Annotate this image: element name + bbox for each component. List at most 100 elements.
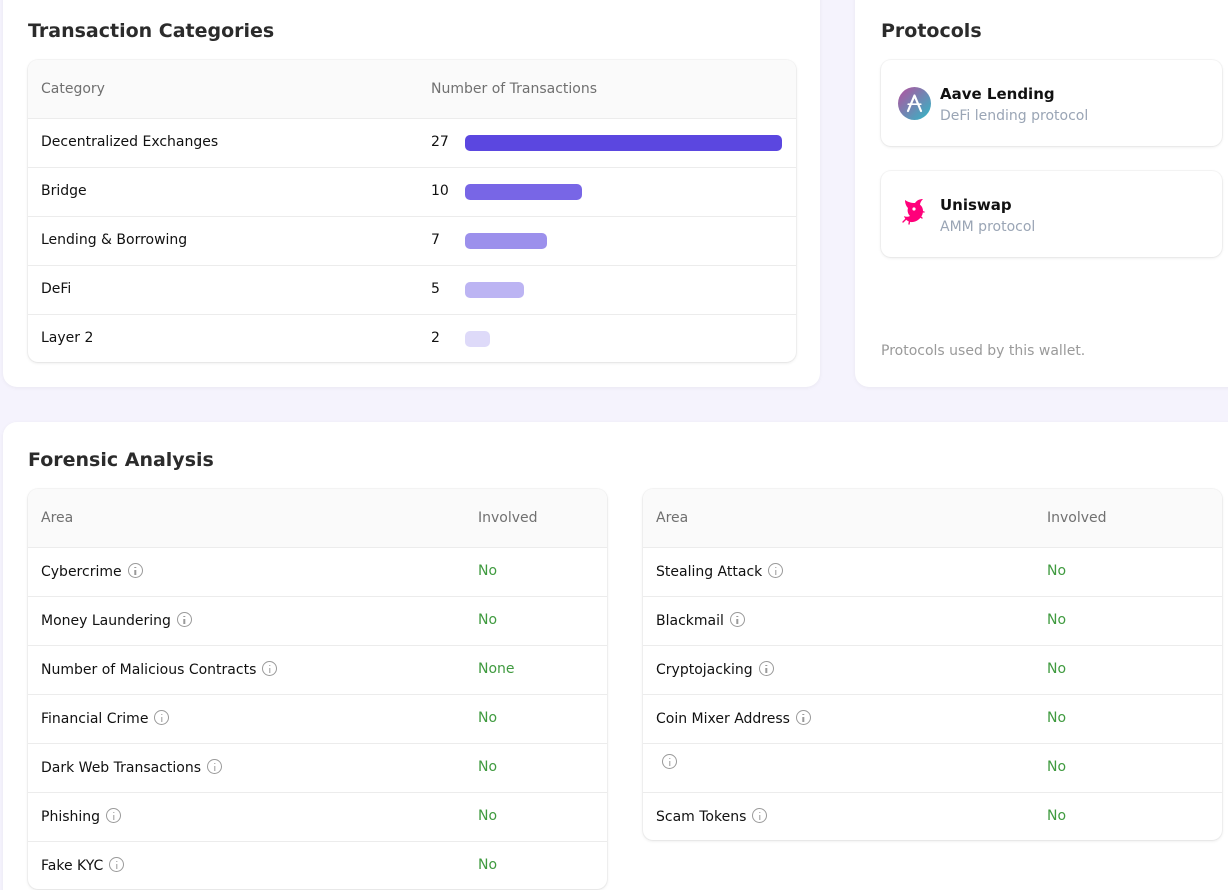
category-count: 7 — [431, 232, 440, 248]
involved-status: No — [478, 857, 498, 873]
forensic-area-label: Coin Mixer Address — [656, 711, 790, 727]
category-count: 10 — [431, 183, 449, 199]
category-row: Lending & Borrowing 7 — [28, 217, 796, 266]
info-icon[interactable] — [262, 661, 278, 676]
forensic-area-cell: Scam Tokens — [656, 808, 768, 825]
involved-status: No — [1047, 612, 1067, 628]
forensic-left-header: Area Involved — [28, 489, 607, 548]
forensic-area-label: Money Laundering — [41, 613, 171, 629]
forensic-row: Fake KYC No — [28, 842, 607, 889]
forensic-row: Dark Web Transactions No — [28, 744, 607, 793]
categories-table: Category Number of Transactions Decentra… — [28, 60, 796, 362]
forensic-area-cell: Coin Mixer Address — [656, 710, 811, 727]
forensic-right-body: Stealing Attack No Blackmail No Cryptojackin… — [643, 548, 1222, 840]
involved-status: No — [478, 612, 498, 628]
category-bar — [465, 135, 782, 151]
forensic-row: Cybercrime No — [28, 548, 607, 597]
forensic-row: Blackmail No — [643, 597, 1222, 646]
category-bar — [465, 233, 547, 249]
category-label: Bridge — [41, 183, 87, 199]
info-icon[interactable] — [176, 612, 192, 627]
involved-status: No — [1047, 563, 1067, 579]
forensic-area-label: Dark Web Transactions — [41, 760, 202, 776]
forensic-area-cell: Blackmail — [656, 612, 745, 629]
info-icon[interactable] — [752, 808, 768, 823]
category-row: Layer 2 2 — [28, 315, 796, 362]
info-icon[interactable] — [109, 857, 125, 872]
protocol-card-aave[interactable]: Aave Lending DeFi lending protocol — [881, 60, 1222, 146]
category-bar — [465, 282, 524, 298]
protocols-footnote: Protocols used by this wallet. — [881, 343, 1086, 359]
category-label: Decentralized Exchanges — [41, 134, 219, 150]
protocol-name: Uniswap — [940, 196, 1012, 214]
protocol-description: AMM protocol — [940, 219, 1036, 235]
info-icon[interactable] — [127, 563, 143, 578]
involved-status: No — [478, 808, 498, 824]
category-bar — [465, 331, 490, 347]
column-header-area: Area — [41, 510, 74, 526]
forensic-area-cell: Stealing Attack — [656, 563, 784, 580]
info-icon[interactable] — [768, 563, 784, 578]
forensic-right-header: Area Involved — [643, 489, 1222, 548]
forensic-area-cell — [656, 754, 677, 771]
involved-status: None — [478, 661, 515, 677]
info-icon[interactable] — [207, 759, 223, 774]
categories-table-header: Category Number of Transactions — [28, 60, 796, 119]
info-icon[interactable] — [729, 612, 745, 627]
involved-status: No — [1047, 710, 1067, 726]
involved-status: No — [478, 710, 498, 726]
forensic-row: Money Laundering No — [28, 597, 607, 646]
forensic-area-label: Financial Crime — [41, 711, 149, 727]
forensic-area-label: Cybercrime — [41, 564, 122, 580]
forensic-area-cell: Fake KYC — [41, 857, 125, 874]
forensic-analysis-title: Forensic Analysis — [28, 449, 214, 471]
info-icon[interactable] — [758, 661, 774, 676]
category-row: DeFi 5 — [28, 266, 796, 315]
forensic-area-label: Cryptojacking — [656, 662, 753, 678]
info-icon[interactable] — [106, 808, 122, 823]
category-label: Layer 2 — [41, 330, 94, 346]
protocol-description: DeFi lending protocol — [940, 108, 1089, 124]
column-header-category: Category — [41, 81, 105, 97]
column-header-involved: Involved — [478, 510, 538, 526]
forensic-row: Stealing Attack No — [643, 548, 1222, 597]
protocols-title: Protocols — [881, 20, 982, 42]
forensic-area-cell: Money Laundering — [41, 612, 192, 629]
category-count: 27 — [431, 134, 449, 150]
uniswap-unicorn-icon — [899, 196, 929, 226]
forensic-area-cell: Financial Crime — [41, 710, 170, 727]
info-icon[interactable] — [154, 710, 170, 725]
forensic-area-cell: Phishing — [41, 808, 122, 825]
forensic-row: Phishing No — [28, 793, 607, 842]
forensic-row: Financial Crime No — [28, 695, 607, 744]
forensic-area-label: Phishing — [41, 809, 101, 825]
forensic-area-label: Fake KYC — [41, 858, 104, 874]
forensic-area-cell: Cybercrime — [41, 563, 143, 580]
info-icon[interactable] — [662, 754, 677, 769]
categories-table-body: Decentralized Exchanges 27 Bridge 10 Lending… — [28, 119, 796, 362]
forensic-area-label: Blackmail — [656, 613, 724, 629]
involved-status: No — [478, 759, 498, 775]
forensic-row: Scam Tokens No — [643, 793, 1222, 840]
involved-status: No — [1047, 808, 1067, 824]
category-label: DeFi — [41, 281, 72, 297]
transaction-categories-card: Transaction Categories Category Number o… — [3, 0, 820, 387]
category-row: Decentralized Exchanges 27 — [28, 119, 796, 168]
forensic-row: Number of Malicious Contracts None — [28, 646, 607, 695]
category-count: 5 — [431, 281, 440, 297]
forensic-area-cell: Dark Web Transactions — [41, 759, 223, 776]
info-icon[interactable] — [795, 710, 811, 725]
category-row: Bridge 10 — [28, 168, 796, 217]
forensic-table-right: Area Involved Stealing Attack No Blackmail… — [643, 489, 1222, 840]
forensic-area-label: Stealing Attack — [656, 564, 763, 580]
forensic-area-cell: Number of Malicious Contracts — [41, 661, 278, 678]
involved-status: No — [478, 563, 498, 579]
category-bar — [465, 184, 582, 200]
column-header-transactions: Number of Transactions — [431, 81, 598, 97]
forensic-left-body: Cybercrime No Money Laundering No Number of … — [28, 548, 607, 889]
protocol-card-uniswap[interactable]: Uniswap AMM protocol — [881, 171, 1222, 257]
transaction-categories-title: Transaction Categories — [28, 20, 275, 42]
forensic-area-label: Number of Malicious Contracts — [41, 662, 257, 678]
forensic-area-label: Scam Tokens — [656, 809, 747, 825]
forensic-row: Coin Mixer Address No — [643, 695, 1222, 744]
